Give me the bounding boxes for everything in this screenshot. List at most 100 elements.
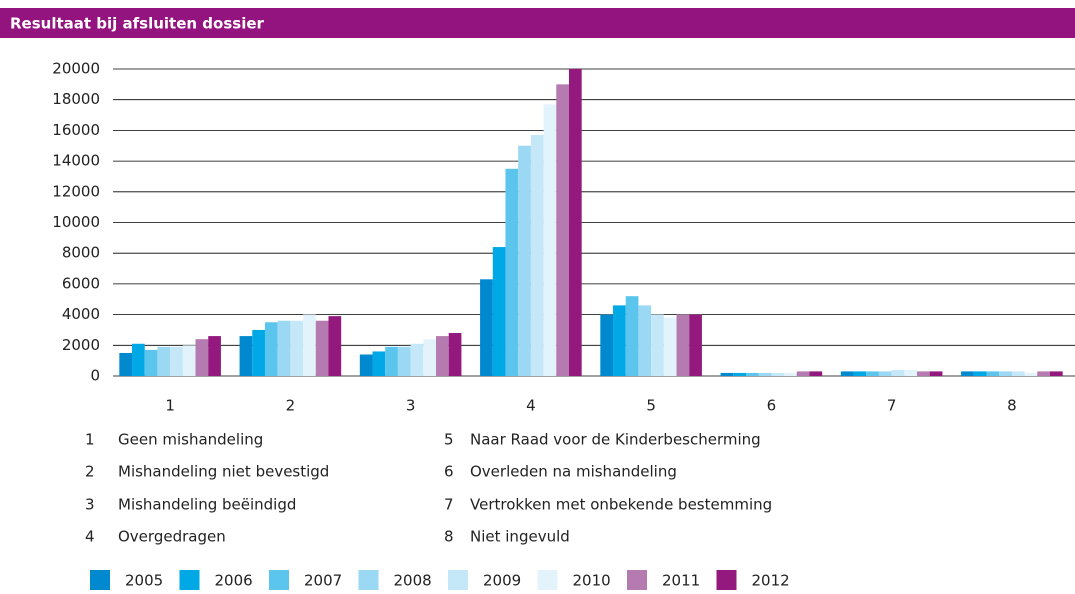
legend-swatch xyxy=(627,570,647,590)
legend-label: 2008 xyxy=(394,572,432,590)
bar xyxy=(252,329,265,376)
y-tick-label: 16000 xyxy=(52,121,100,139)
bar xyxy=(973,371,987,376)
y-tick-label: 8000 xyxy=(62,244,100,262)
bar xyxy=(784,372,797,376)
bar xyxy=(157,346,171,376)
bar xyxy=(891,369,905,376)
bar xyxy=(809,371,823,376)
x-tick-label: 8 xyxy=(1007,397,1017,415)
bar xyxy=(315,320,329,376)
bar xyxy=(663,317,677,376)
bar xyxy=(385,346,398,376)
legend-number: 8 xyxy=(444,528,454,546)
bar xyxy=(195,339,209,376)
legend-swatch xyxy=(90,570,110,590)
bar xyxy=(328,316,342,376)
legend-label: 2011 xyxy=(662,572,700,590)
y-tick-label: 10000 xyxy=(52,213,100,231)
legend-swatch xyxy=(269,570,289,590)
bar xyxy=(132,343,145,376)
bar xyxy=(436,336,449,376)
legend-label: Naar Raad voor de Kinderbescherming xyxy=(470,431,761,449)
bar xyxy=(733,372,746,376)
y-tick-label: 0 xyxy=(90,367,100,385)
bar xyxy=(264,322,278,376)
bar xyxy=(144,349,158,376)
y-tick-label: 12000 xyxy=(52,182,100,200)
y-tick-label: 2000 xyxy=(62,336,100,354)
bar xyxy=(170,346,183,376)
bar xyxy=(290,320,304,376)
bar xyxy=(796,371,810,376)
bar xyxy=(878,371,892,376)
bar xyxy=(745,372,759,376)
x-tick-label: 7 xyxy=(887,397,897,415)
x-tick-label: 4 xyxy=(526,397,536,415)
x-tick-label: 1 xyxy=(165,397,175,415)
legend-swatch xyxy=(358,570,379,590)
bar xyxy=(986,371,1000,376)
bar xyxy=(638,305,652,376)
bar xyxy=(448,333,462,376)
legend-label: 2005 xyxy=(125,572,163,590)
bar xyxy=(556,84,569,376)
bar xyxy=(530,135,544,376)
legend-swatch xyxy=(537,570,558,590)
legend-label: 2006 xyxy=(215,572,253,590)
bar xyxy=(397,346,411,376)
legend-number: 1 xyxy=(85,431,95,449)
bar xyxy=(208,336,221,376)
bar xyxy=(999,371,1012,376)
legend-label: Vertrokken met onbekende bestemming xyxy=(470,496,772,514)
legend-label: 2012 xyxy=(752,572,790,590)
bar xyxy=(568,69,582,376)
bar xyxy=(866,371,879,376)
bar xyxy=(480,279,493,376)
bar xyxy=(613,305,626,376)
y-tick-label: 4000 xyxy=(62,305,100,323)
bar xyxy=(720,372,734,376)
legend-label: Geen mishandeling xyxy=(118,431,263,449)
bar xyxy=(904,369,918,376)
bar xyxy=(277,320,291,376)
y-tick-label: 14000 xyxy=(52,152,100,170)
x-tick-label: 3 xyxy=(406,397,416,415)
bar xyxy=(1024,372,1038,376)
legend-label: Overgedragen xyxy=(118,528,226,546)
legend-label: Overleden na mishandeling xyxy=(470,463,677,481)
bar xyxy=(758,372,772,376)
bar xyxy=(689,314,702,376)
bar xyxy=(303,314,316,376)
y-tick-label: 6000 xyxy=(62,274,100,292)
y-tick-label: 18000 xyxy=(52,90,100,108)
bar xyxy=(771,372,785,376)
legend-label: Niet ingevuld xyxy=(470,528,570,546)
bar xyxy=(543,104,557,377)
bar xyxy=(853,371,867,376)
bar xyxy=(917,371,930,376)
legend-swatch xyxy=(448,570,468,590)
bar xyxy=(1011,371,1025,376)
x-tick-label: 5 xyxy=(646,397,656,415)
chart-title: Resultaat bij afsluiten dossier xyxy=(10,15,265,33)
bar xyxy=(1049,371,1063,376)
bar xyxy=(492,247,506,376)
legend-label: Mishandeling niet bevestigd xyxy=(118,463,329,481)
legend-swatch xyxy=(179,570,200,590)
bar xyxy=(1037,371,1050,376)
bar xyxy=(372,351,386,376)
bar xyxy=(961,371,974,376)
legend-label: 2009 xyxy=(483,572,521,590)
legend-label: Mishandeling beëindigd xyxy=(118,496,296,514)
bar xyxy=(929,371,943,376)
legend-number: 4 xyxy=(85,528,95,546)
bar xyxy=(840,371,854,376)
legend-number: 5 xyxy=(444,431,454,449)
bar xyxy=(651,314,664,376)
bar xyxy=(119,352,133,376)
legend-label: 2010 xyxy=(573,572,611,590)
legend-number: 7 xyxy=(444,496,454,514)
bar xyxy=(676,314,690,376)
